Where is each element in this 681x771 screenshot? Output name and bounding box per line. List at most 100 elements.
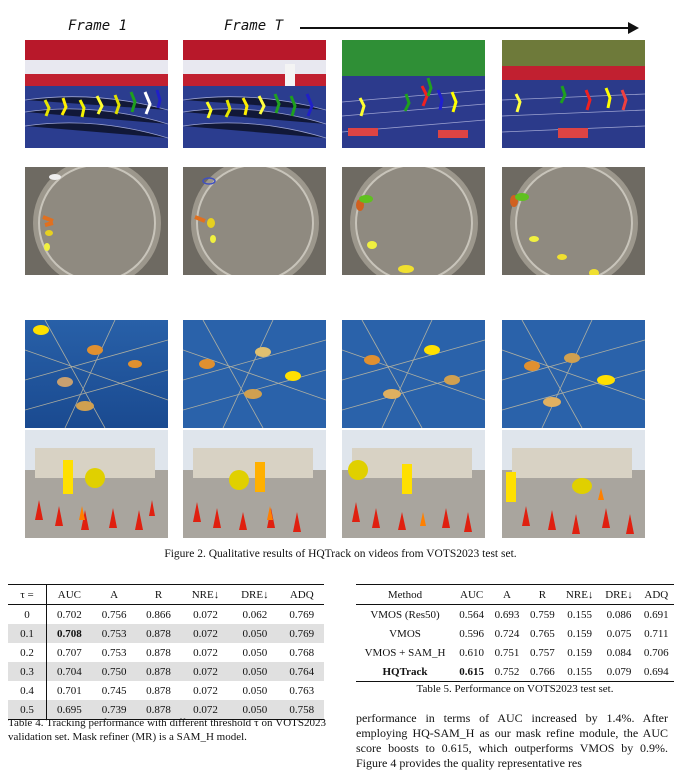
table-row: VMOS (Res50) 0.564 0.693 0.759 0.155 0.0… (356, 604, 674, 625)
frame-1-label: Frame 1 (68, 18, 128, 34)
table-cell: 0.757 (529, 646, 555, 659)
table-cell: 0.159 (567, 627, 593, 640)
table-cell: 0.050 (242, 703, 268, 716)
table-cell: 0.707 (57, 646, 82, 659)
table-cell: 0.084 (606, 646, 632, 659)
table-4-header-cell: A (110, 588, 119, 601)
table-cell: 0.769 (289, 608, 315, 621)
table-cell: 0.693 (494, 608, 520, 621)
table-cell: 0.711 (644, 627, 669, 640)
table-cell: 0.759 (529, 608, 555, 621)
table-cell: 0.079 (606, 665, 632, 678)
table-4-header-cell: R (154, 588, 163, 601)
table-cell: 0.878 (146, 684, 171, 697)
table-cell: 0.2 (8, 643, 47, 662)
track-frame-1 (25, 40, 168, 148)
table-cell: 0.072 (193, 703, 218, 716)
table-cell: 0.062 (242, 608, 268, 621)
figure-caption: Figure 2. Qualitative results of HQTrack… (164, 548, 517, 560)
table-cell: 0.750 (101, 665, 127, 678)
table-row: 0 0.702 0.756 0.866 0.072 0.062 0.769 (8, 604, 324, 624)
table-cell: 0.866 (146, 608, 171, 621)
table-4-header-cell: AUC (57, 588, 82, 601)
fish-frame-1 (25, 320, 168, 428)
table-cell: 0.752 (494, 665, 520, 678)
table-cell: 0.739 (101, 703, 127, 716)
table-cell: 0.072 (193, 684, 218, 697)
table-cell: 0.155 (567, 665, 593, 678)
table-5-header-cell: DRE↓ (605, 588, 633, 601)
table-cell: 0.878 (146, 646, 171, 659)
table-cell: 0.1 (8, 624, 47, 643)
track-frame-4 (502, 40, 645, 148)
table-cell: 0.159 (567, 646, 593, 659)
table-cell: 0.4 (8, 681, 47, 700)
table-cell: 0.764 (289, 665, 315, 678)
table-cell: VMOS (Res50) (370, 608, 440, 621)
table-cell: 0.691 (643, 608, 669, 621)
table-cell: 0.050 (242, 627, 268, 640)
track-frame-2 (183, 40, 326, 148)
table-cell: 0.050 (242, 684, 268, 697)
table-cell: 0.753 (101, 646, 127, 659)
table-row: 0.3 0.704 0.750 0.878 0.072 0.050 0.764 (8, 662, 324, 681)
table-4-header-row: τ = AUC A R NRE↓ DRE↓ ADQ (8, 584, 324, 605)
table-cell: 0.086 (606, 608, 632, 621)
table-row: 0.5 0.695 0.739 0.878 0.072 0.050 0.758 (8, 700, 324, 720)
table-row: VMOS + SAM_H 0.610 0.751 0.757 0.159 0.0… (356, 643, 674, 662)
table-cell: 0.155 (567, 608, 593, 621)
frame-t-label: Frame T (224, 18, 284, 34)
table-row: 0.2 0.707 0.753 0.878 0.072 0.050 0.768 (8, 643, 324, 662)
table-5-header-cell: Method (387, 588, 423, 601)
table-cell: 0.695 (57, 703, 82, 716)
table-cell: 0.756 (101, 608, 127, 621)
fish-frame-2 (183, 320, 326, 428)
table-5-header-row: Method AUC A R NRE↓ DRE↓ ADQ (356, 584, 674, 605)
table-cell: 0.751 (494, 646, 520, 659)
table-cell: 0.072 (193, 665, 218, 678)
table-4-header-cell: DRE↓ (241, 588, 269, 601)
table-4-caption: Table 4. Tracking performance with diffe… (8, 717, 326, 743)
table-row: VMOS 0.596 0.724 0.765 0.159 0.075 0.711 (356, 624, 674, 643)
table-cell: VMOS (389, 627, 421, 640)
table-cell: 0.072 (193, 646, 218, 659)
table-cell: 0.702 (57, 608, 82, 621)
table-cell: 0.758 (289, 703, 315, 716)
table-cell: 0.694 (643, 665, 669, 678)
table-cell: 0.706 (643, 646, 669, 659)
table-cell: 0.769 (289, 627, 315, 640)
table-cell: 0.763 (289, 684, 315, 697)
table-cell: 0.5 (8, 700, 47, 720)
table-5-header-cell: AUC (460, 588, 484, 601)
table-cell: 0.878 (146, 627, 171, 640)
cones-frame-1 (25, 430, 168, 538)
dish-frame-2 (183, 167, 326, 275)
table-row: HQTrack 0.615 0.752 0.766 0.155 0.079 0.… (356, 662, 674, 682)
dish-frame-1 (25, 167, 168, 275)
cones-frame-3 (342, 430, 485, 538)
table-cell: 0.564 (459, 608, 485, 621)
table-cell: 0.768 (289, 646, 315, 659)
table-cell: 0.701 (57, 684, 82, 697)
fish-frame-3 (342, 320, 485, 428)
table-5-caption: Table 5. Performance on VOTS2023 test se… (416, 683, 614, 695)
table-cell: 0.3 (8, 662, 47, 681)
table-cell: 0.745 (101, 684, 127, 697)
table-cell: VMOS + SAM_H (364, 646, 446, 659)
time-arrow-head (628, 22, 639, 34)
table-cell: 0.766 (529, 665, 555, 678)
table-cell: 0.050 (242, 646, 268, 659)
table-5: Method AUC A R NRE↓ DRE↓ ADQ VMOS (Res50… (356, 584, 674, 682)
cones-frame-4 (502, 430, 645, 538)
table-row: 0.1 0.708 0.753 0.878 0.072 0.050 0.769 (8, 624, 324, 643)
dish-frame-4 (502, 167, 645, 275)
table-4-header-cell: ADQ (289, 588, 314, 601)
table-cell: 0.878 (146, 703, 171, 716)
table-5-header-cell: ADQ (644, 588, 669, 601)
table-cell: 0.708 (57, 627, 82, 640)
table-cell: HQTrack (382, 665, 428, 678)
fish-frame-4 (502, 320, 645, 428)
body-paragraph: performance in terms of AUC increased by… (356, 711, 668, 770)
table-cell: 0.615 (459, 665, 485, 678)
table-cell: 0.753 (101, 627, 127, 640)
